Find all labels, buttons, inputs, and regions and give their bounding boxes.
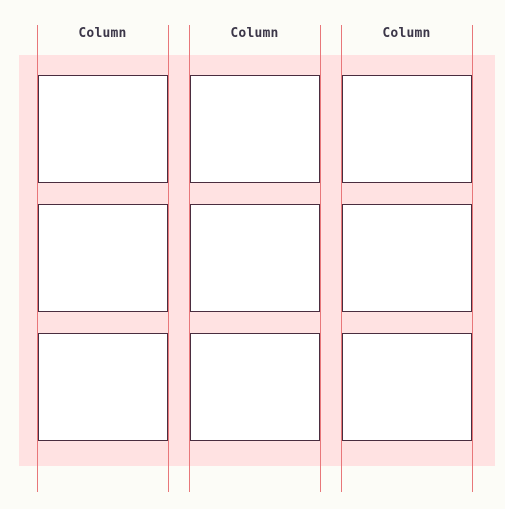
column-guide-line: [341, 25, 342, 492]
grid-cell: [38, 204, 168, 312]
column-guide-line: [189, 25, 190, 492]
column-label-1: Column: [78, 26, 127, 41]
column-guide-line: [37, 25, 38, 492]
column-guide-line: [168, 25, 169, 492]
grid-cell: [342, 75, 472, 183]
column-label-3: Column: [382, 26, 431, 41]
grid-cell: [342, 333, 472, 441]
column-guide-line: [320, 25, 321, 492]
grid-cell: [38, 333, 168, 441]
grid-cell: [190, 333, 320, 441]
grid-cell: [190, 75, 320, 183]
column-label-2: Column: [230, 26, 279, 41]
grid-cell: [342, 204, 472, 312]
grid-cell: [38, 75, 168, 183]
grid-cell: [190, 204, 320, 312]
column-guide-line: [472, 25, 473, 492]
